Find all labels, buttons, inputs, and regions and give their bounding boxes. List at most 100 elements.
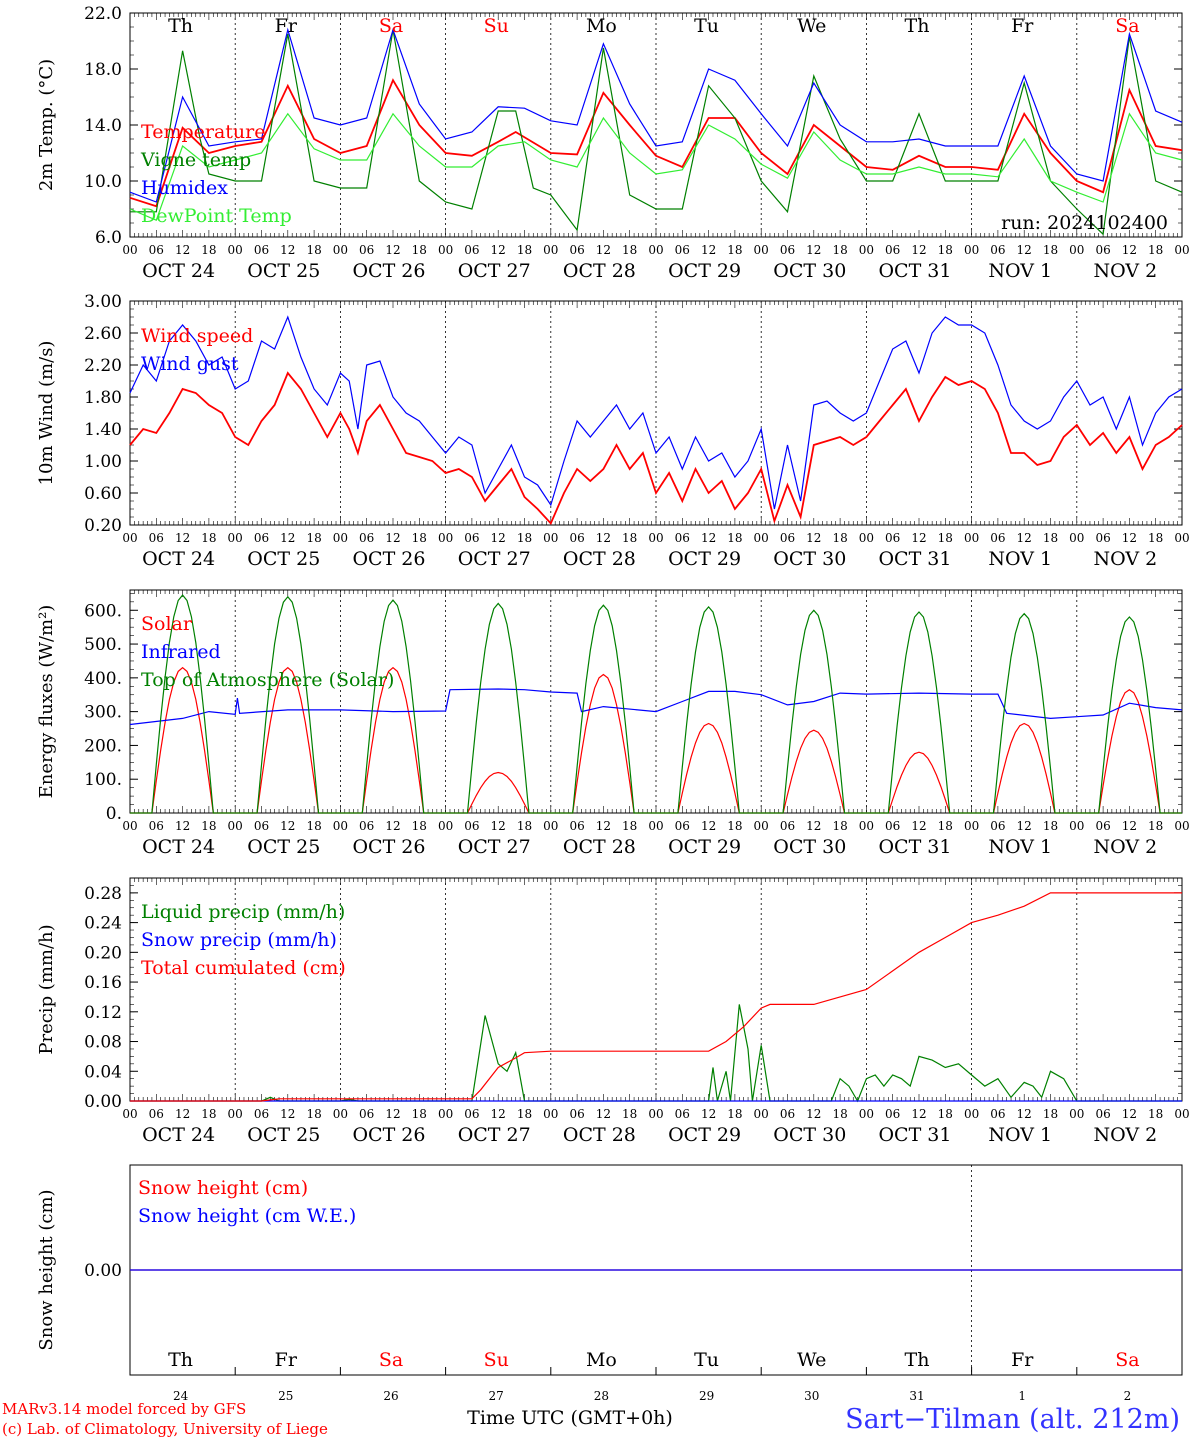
y-tick-label: 3.00 (84, 292, 122, 312)
hour-tick-label: 12 (911, 1107, 926, 1121)
hour-tick-label: 12 (175, 819, 190, 833)
legend-entry: Snow precip (mm/h) (141, 929, 337, 951)
hour-tick-label: 00 (438, 819, 453, 833)
legend-entry: Snow height (cm W.E.) (138, 1205, 356, 1227)
day-name: Mo (586, 15, 617, 37)
date-label: NOV 1 (988, 260, 1052, 282)
hour-tick-label: 06 (1095, 243, 1110, 257)
series-line (130, 594, 1182, 814)
y-tick-label: 200. (84, 736, 122, 756)
hour-tick-label: 18 (1043, 1107, 1058, 1121)
y-tick-label: 0.12 (84, 1003, 122, 1023)
hour-tick-label: 18 (832, 819, 847, 833)
y-tick-label: 1.00 (84, 452, 122, 472)
hour-tick-label: 18 (1043, 243, 1058, 257)
hour-tick-label: 00 (964, 243, 979, 257)
hour-tick-label: 12 (911, 819, 926, 833)
day-name: We (797, 1349, 826, 1371)
date-label: NOV 1 (988, 548, 1052, 570)
run-label: run: 2024102400 (1001, 212, 1168, 234)
hour-tick-label: 18 (412, 531, 427, 545)
hour-tick-label: 00 (648, 531, 663, 545)
hour-tick-label: 18 (1148, 819, 1163, 833)
hour-tick-label: 18 (622, 819, 637, 833)
hour-tick-label: 12 (1017, 819, 1032, 833)
hour-tick-label: 12 (806, 243, 821, 257)
panel-1: 00 06 12 18 00 06 12 18 00 06 12 18 00 06 12 18 00 06 12 18… (36, 4, 1190, 282)
hour-tick-label: 00 (1069, 531, 1084, 545)
hour-tick-label: 06 (569, 819, 584, 833)
hour-tick-label: 18 (306, 243, 321, 257)
hour-tick-label: 00 (964, 531, 979, 545)
hour-tick-label: 00 (543, 531, 558, 545)
y-axis-label: 2m Temp. (°C) (36, 59, 57, 191)
hour-tick-label: 00 (754, 1107, 769, 1121)
hour-tick-label: 12 (596, 531, 611, 545)
day-name: Fr (1011, 1349, 1034, 1371)
legend-entry: Liquid precip (mm/h) (141, 901, 345, 923)
hour-tick-label: 06 (569, 243, 584, 257)
y-tick-label: 2.60 (84, 324, 122, 344)
y-tick-label: 0.00 (84, 1092, 122, 1112)
day-name: Mo (586, 1349, 617, 1371)
hour-tick-label: 00 (1069, 819, 1084, 833)
series-line (129, 315, 1183, 510)
hour-tick-label: 00 (543, 819, 558, 833)
y-tick-label: 18.0 (84, 60, 122, 80)
hour-tick-label: 12 (596, 819, 611, 833)
hour-tick-label: 18 (306, 1107, 321, 1121)
hour-tick-label: 12 (806, 819, 821, 833)
hour-tick-label: 06 (885, 243, 900, 257)
legend-entry: Wind gust (141, 353, 239, 375)
legend-entry: Total cumulated (cm) (141, 957, 346, 979)
day-name: We (797, 15, 826, 37)
hour-tick-label: 12 (1122, 531, 1137, 545)
hour-tick-label: 00 (1069, 1107, 1084, 1121)
y-axis-label: 10m Wind (m/s) (36, 341, 57, 486)
date-label: OCT 29 (668, 836, 741, 858)
hour-tick-label: 06 (675, 1107, 690, 1121)
series-line (129, 688, 1183, 726)
y-tick-label: 0.16 (84, 973, 122, 993)
hour-tick-label: 00 (438, 243, 453, 257)
hour-tick-label: 06 (1095, 1107, 1110, 1121)
y-tick-label: 6.0 (95, 228, 122, 248)
hour-tick-label: 00 (438, 1107, 453, 1121)
hour-tick-label: 12 (280, 243, 295, 257)
date-label: OCT 28 (563, 260, 636, 282)
hour-tick-label: 18 (938, 531, 953, 545)
date-label: NOV 1 (988, 836, 1052, 858)
hour-tick-label: 18 (306, 819, 321, 833)
hour-tick-label: 18 (727, 1107, 742, 1121)
day-name: Sa (1115, 15, 1139, 37)
y-tick-label: 2.20 (84, 356, 122, 376)
hour-tick-label: 06 (254, 243, 269, 257)
hour-tick-label: 12 (701, 1107, 716, 1121)
hour-tick-label: 00 (228, 1107, 243, 1121)
legend-entry: Solar (141, 613, 193, 635)
day-name: Fr (275, 15, 298, 37)
day-number: 26 (383, 1389, 398, 1403)
hour-tick-label: 06 (780, 1107, 795, 1121)
hour-tick-label: 06 (885, 819, 900, 833)
hour-tick-label: 06 (359, 1107, 374, 1121)
date-label: OCT 24 (142, 260, 215, 282)
hour-tick-label: 00 (543, 243, 558, 257)
date-label: OCT 28 (563, 1124, 636, 1146)
date-label: OCT 26 (352, 548, 425, 570)
date-label: OCT 30 (773, 1124, 846, 1146)
hour-tick-label: 06 (675, 531, 690, 545)
hour-tick-label: 12 (491, 531, 506, 545)
footer-copyright: (c) Lab. of Climatology, University of L… (2, 1420, 328, 1438)
hour-tick-label: 12 (596, 243, 611, 257)
date-label: OCT 31 (878, 260, 951, 282)
series-line (129, 371, 1183, 526)
hour-tick-label: 12 (175, 243, 190, 257)
hour-tick-label: 12 (596, 1107, 611, 1121)
hour-tick-label: 12 (491, 819, 506, 833)
y-tick-label: 500. (84, 635, 122, 655)
hour-tick-label: 00 (859, 243, 874, 257)
legend-entry: Wind speed (141, 325, 253, 347)
series-line (129, 78, 1183, 208)
y-axis-label: Snow height (cm) (36, 1189, 57, 1350)
